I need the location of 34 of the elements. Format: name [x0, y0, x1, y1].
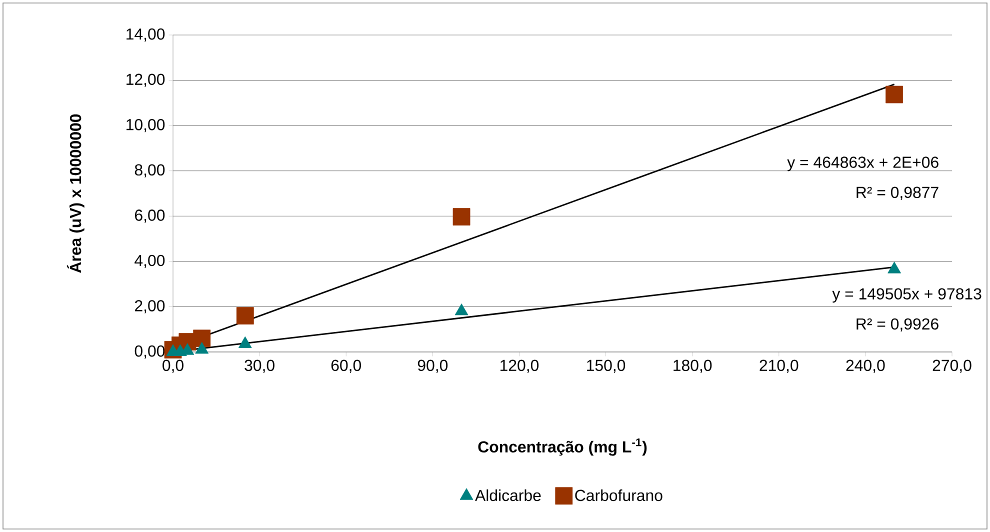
x-tick-label: 0,0 — [162, 360, 184, 373]
point — [193, 330, 211, 348]
legend-label: Aldicarbe — [475, 489, 541, 502]
point — [886, 86, 904, 104]
x-tick-label: 180,0 — [674, 360, 712, 373]
legend-label: Carbofurano — [575, 489, 662, 502]
y-tick-label: 6,00 — [135, 210, 165, 223]
y-tick-label: 10,00 — [126, 118, 165, 132]
point — [195, 342, 209, 354]
y-tick-label: 8,00 — [134, 164, 165, 178]
annotation: y = 464863x + 2E+06 — [787, 156, 938, 172]
text: Concentração (mg L$^{-1}$) — [478, 438, 647, 456]
x-tick-label: 210,0 — [760, 360, 798, 373]
y-tick-label: 14,00 — [126, 28, 165, 42]
x-tick-label: 240,0 — [846, 360, 885, 373]
annotation: R² = 0,9877 — [856, 186, 938, 200]
x-tick-label: 150,0 — [587, 360, 626, 373]
x-tick-label: 60,0 — [331, 360, 361, 373]
annotation: y = 149505x + 97813 — [832, 288, 982, 303]
point — [888, 262, 901, 274]
point — [236, 307, 254, 324]
x-tick-label: 30,0 — [244, 360, 274, 373]
x-tick-label: 90,0 — [418, 360, 448, 373]
point — [454, 304, 468, 316]
x-tick-label: 270,0 — [932, 360, 972, 373]
y-axis-title: Área (uV) x 10000000 — [66, 114, 84, 273]
y-tick-label: 0,00 — [134, 345, 165, 359]
annotation: R² = 0,9926 — [856, 318, 938, 332]
point — [238, 336, 252, 348]
x-tick-label: 120,0 — [500, 360, 539, 373]
point — [452, 208, 470, 226]
y-tick-label: 2,00 — [135, 300, 165, 314]
y-tick-label: 4,00 — [134, 254, 165, 268]
y-tick-label: 12,00 — [126, 74, 165, 87]
